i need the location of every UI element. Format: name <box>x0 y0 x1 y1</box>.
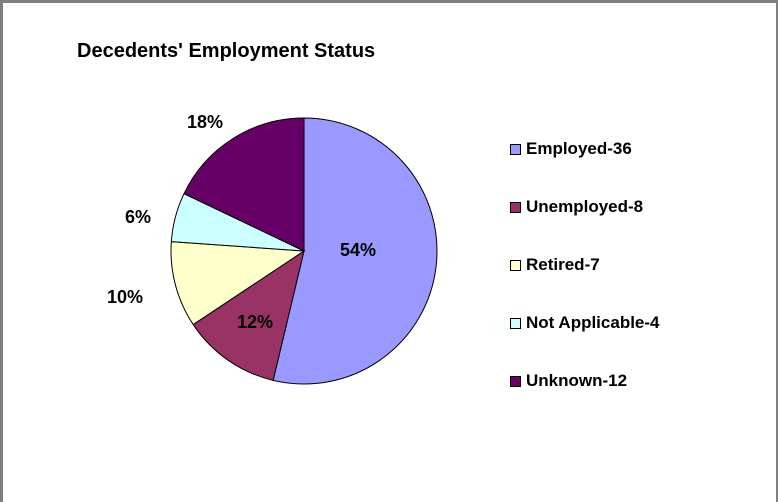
legend-label-3: Retired-7 <box>526 255 600 274</box>
legend-swatch-1 <box>510 144 521 155</box>
legend-swatch-2 <box>510 202 521 213</box>
legend-swatch-3 <box>510 260 521 271</box>
pie-slice-1 <box>272 117 438 385</box>
pie-slice-5 <box>183 117 305 252</box>
chart-title: Decedents' Employment Status <box>77 40 376 62</box>
legend-swatch-5 <box>510 376 521 387</box>
legend-label-5: Unknown-12 <box>526 371 628 390</box>
pie-slice-3 <box>170 241 306 326</box>
data-label-2: 12% <box>237 312 273 332</box>
legend-swatch-4 <box>510 318 521 329</box>
data-label-1: 54% <box>340 240 376 260</box>
data-label-4: 6% <box>125 207 151 227</box>
legend-label-2: Unemployed-8 <box>526 197 644 216</box>
legend-label-1: Employed-36 <box>526 139 632 158</box>
data-label-3: 10% <box>107 287 143 307</box>
pie-slice-2 <box>192 249 305 381</box>
data-label-5: 18% <box>187 112 223 132</box>
legend-label-4: Not Applicable-4 <box>526 313 660 332</box>
